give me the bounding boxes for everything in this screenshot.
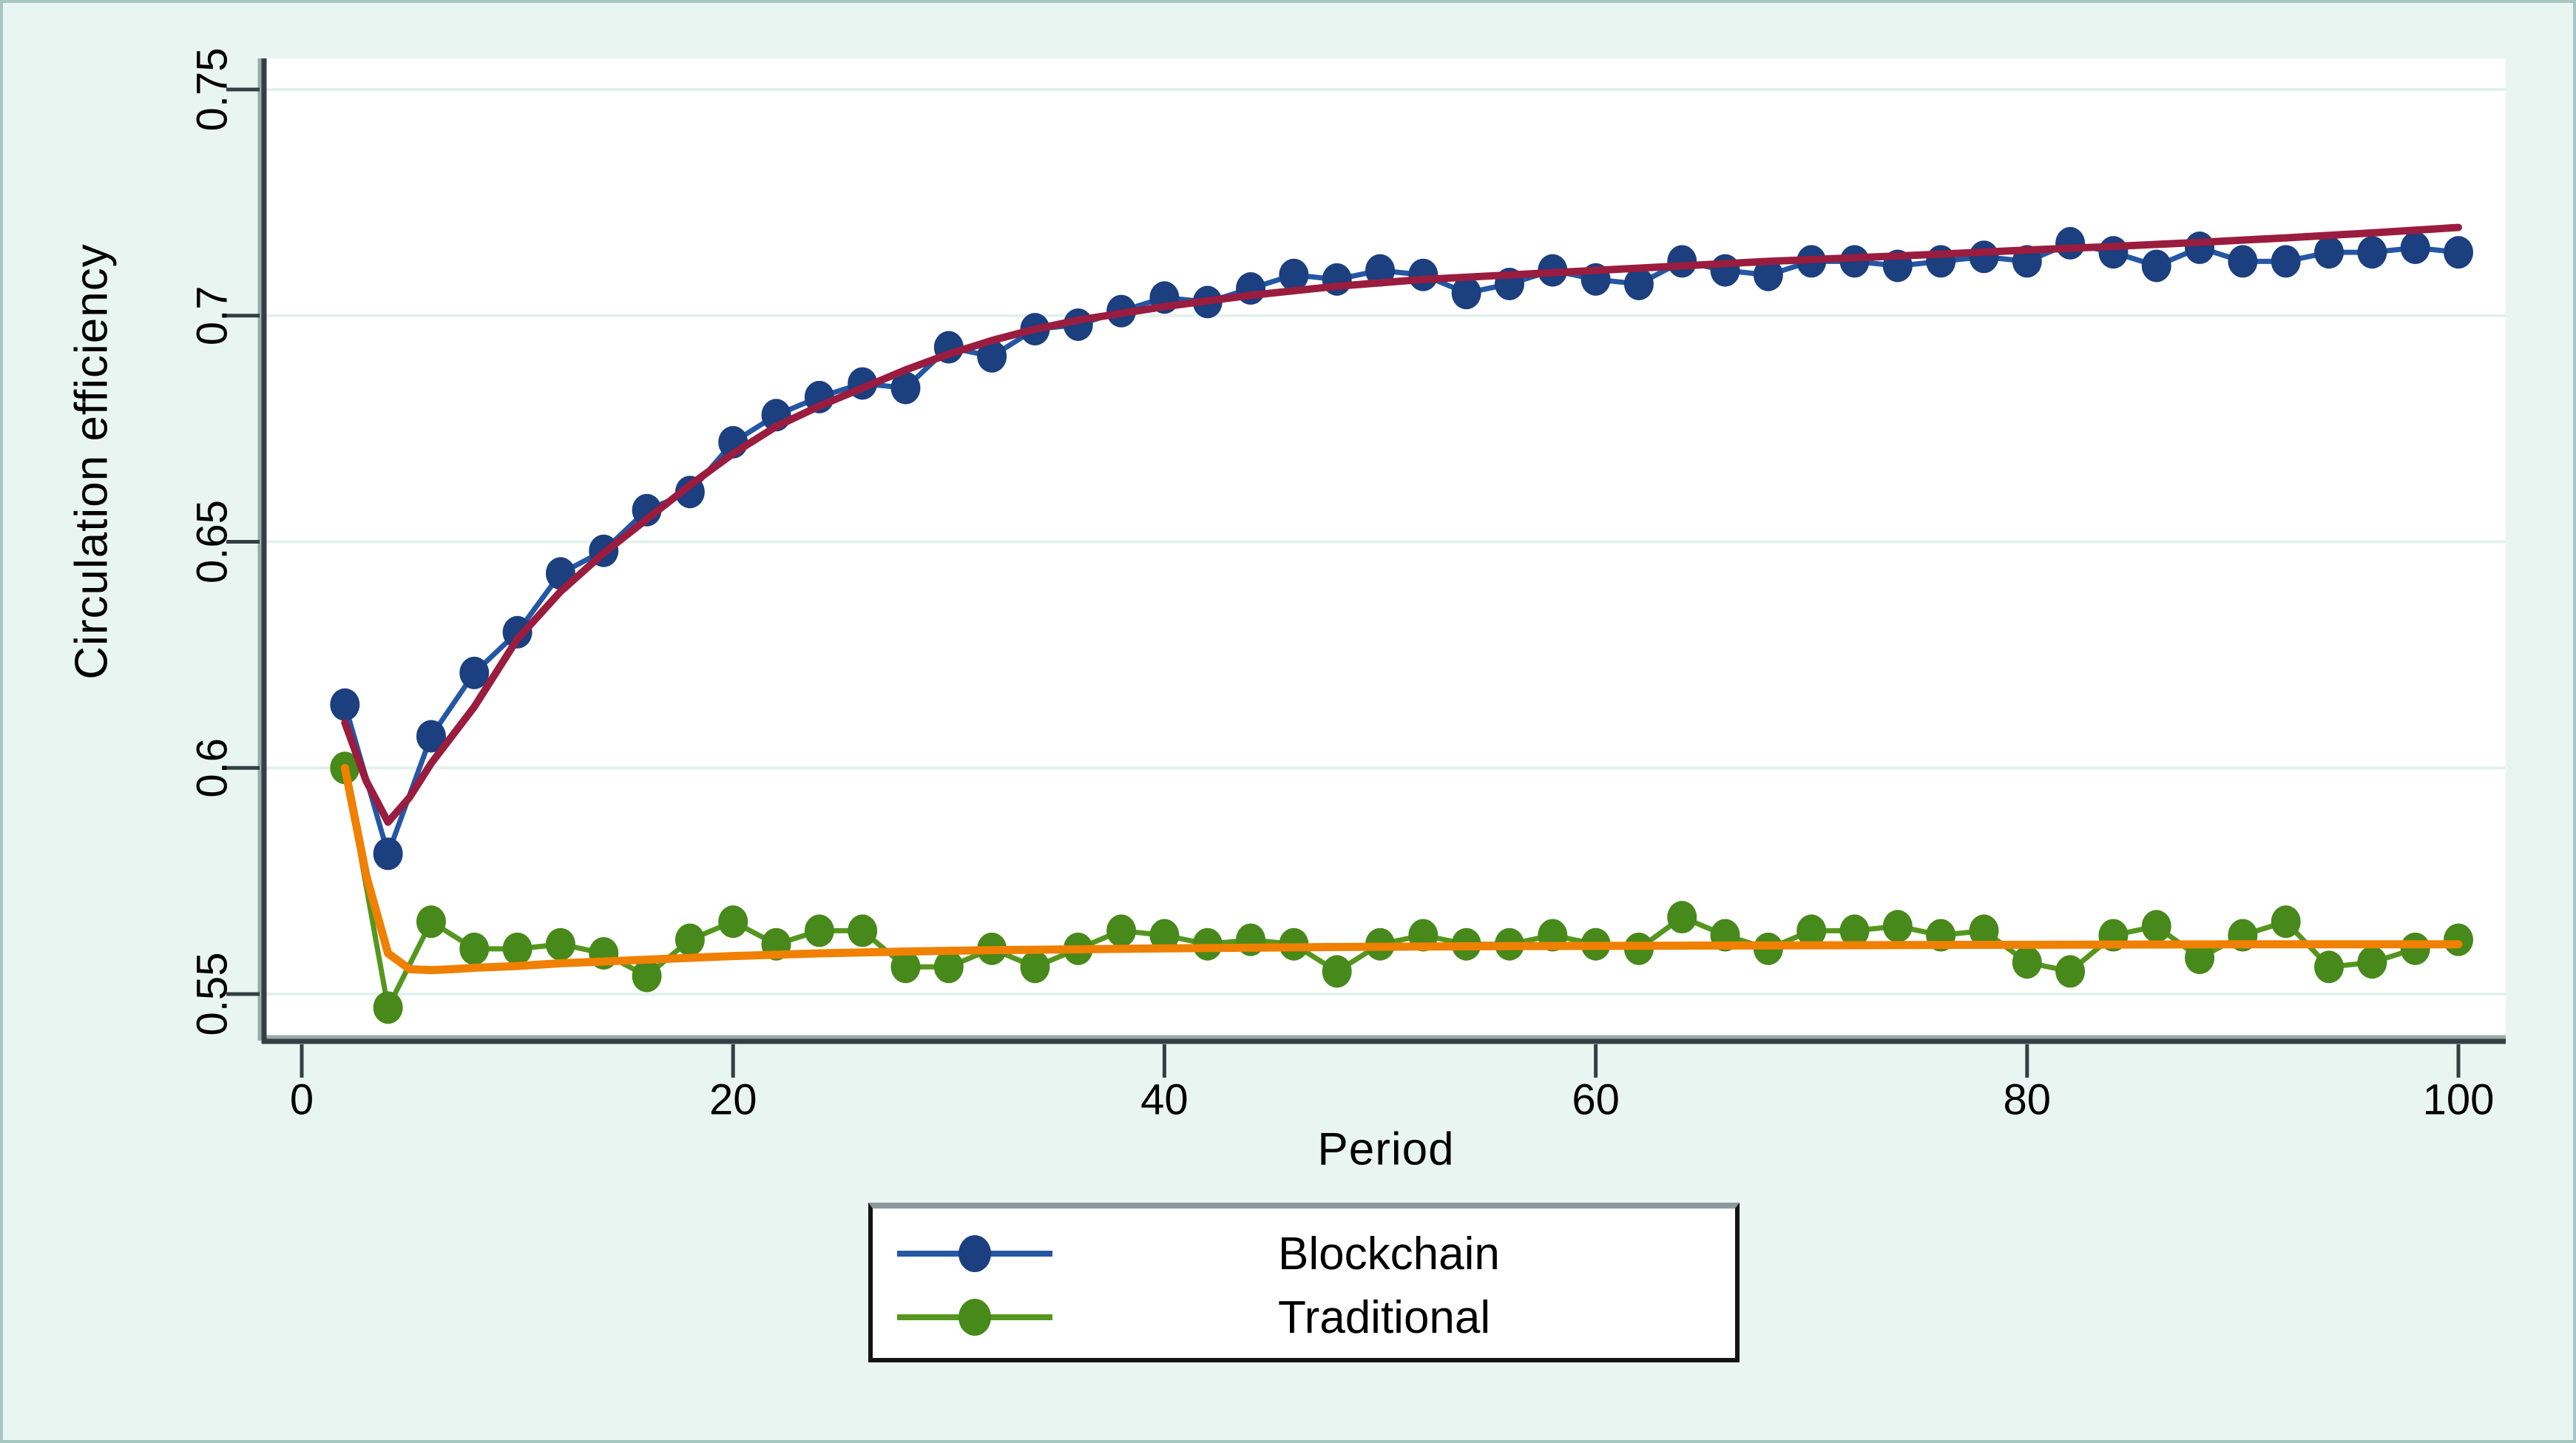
blockchain-marker: [977, 339, 1007, 373]
blockchain-marker: [2271, 245, 2301, 278]
blockchain-marker: [890, 371, 921, 405]
traditional-marker: [632, 959, 662, 993]
traditional-marker: [718, 905, 748, 939]
traditional-marker: [1839, 914, 1870, 947]
traditional-marker: [675, 923, 705, 956]
traditional-marker: [2400, 932, 2430, 965]
traditional-marker: [373, 991, 403, 1024]
blockchain-marker: [373, 837, 403, 871]
blockchain-trend-line: [341, 223, 2462, 826]
blockchain-marker: [1451, 277, 1481, 310]
x-tick-label: 20: [709, 1075, 757, 1123]
blockchain-marker: [1408, 258, 1439, 291]
traditional-marker: [2271, 905, 2301, 939]
blockchain-marker: [330, 688, 360, 721]
blockchain-marker: [1623, 267, 1654, 300]
x-tick-label: 80: [2004, 1075, 2052, 1123]
blockchain-marker: [1279, 258, 1309, 291]
y-tick-label: 0.75: [188, 48, 236, 132]
traditional-marker: [2357, 946, 2387, 979]
y-tick-label: 0.55: [188, 953, 236, 1036]
blockchain-marker: [459, 656, 490, 689]
x-tick-label: 40: [1140, 1075, 1189, 1123]
blockchain-marker: [1365, 254, 1395, 287]
traditional-marker: [1969, 914, 1999, 947]
traditional-marker: [1020, 950, 1050, 984]
plot-area: [266, 58, 2506, 1041]
traditional-marker: [459, 932, 490, 965]
x-tick-label: 100: [2423, 1075, 2495, 1123]
traditional-marker: [804, 914, 834, 947]
x-tick-label: 0: [290, 1075, 314, 1123]
traditional-marker: [545, 927, 575, 961]
blockchain-marker: [2357, 236, 2387, 269]
blockchain-marker: [632, 493, 662, 527]
traditional-marker: [2012, 946, 2042, 979]
blockchain-marker: [2444, 236, 2473, 269]
traditional-trend-line: [340, 763, 2463, 975]
legend-item-blockchain: Blockchain: [873, 1222, 1735, 1285]
legend-label-traditional: Traditional: [1278, 1291, 1491, 1343]
blockchain-marker: [1753, 258, 1783, 291]
blockchain-marker: [416, 720, 446, 753]
blockchain-marker: [1667, 245, 1697, 278]
blockchain-marker: [2055, 226, 2086, 260]
x-tick-label: 60: [1572, 1075, 1620, 1123]
traditional-marker: [1796, 914, 1827, 947]
traditional-marker: [416, 905, 446, 939]
traditional-marker: [1322, 955, 1352, 988]
traditional-marker: [848, 914, 878, 947]
traditional-marker: [890, 950, 921, 984]
blockchain-marker: [2141, 249, 2171, 283]
traditional-marker: [2444, 923, 2473, 956]
blockchain-line-marker-icon: [897, 1235, 1052, 1272]
y-tick-label: 0.65: [188, 500, 236, 584]
blockchain-marker: [2098, 236, 2129, 269]
legend-item-traditional: Traditional: [873, 1285, 1735, 1349]
blockchain-marker: [2228, 245, 2258, 278]
blockchain-marker: [502, 615, 533, 649]
traditional-marker: [1149, 919, 1180, 952]
traditional-marker: [933, 950, 964, 984]
blockchain-marker: [1710, 254, 1740, 287]
legend-label-blockchain: Blockchain: [1278, 1228, 1500, 1280]
y-tick-label: 0.6: [188, 738, 236, 798]
traditional-marker: [502, 932, 533, 965]
y-axis-title: Circulation efficiency: [66, 243, 118, 680]
legend-box: Blockchain Traditional: [868, 1203, 1740, 1362]
traditional-marker: [2055, 955, 2086, 988]
traditional-marker: [2141, 910, 2171, 943]
blockchain-marker: [1969, 240, 1999, 274]
traditional-marker: [2185, 942, 2215, 975]
traditional-line-marker-icon: [897, 1299, 1052, 1336]
chart-canvas: 0.55 0.6 0.65 0.7 0.75 0 20 40 60 80 100: [188, 48, 2506, 1123]
traditional-marker: [1667, 901, 1697, 934]
x-axis-title: Period: [1317, 1123, 1455, 1175]
y-tick-label: 0.7: [188, 285, 236, 345]
traditional-marker: [1882, 910, 1913, 943]
blockchain-marker: [2314, 236, 2345, 269]
blockchain-marker: [2185, 232, 2215, 265]
traditional-marker: [2314, 950, 2345, 984]
blockchain-marker: [2400, 232, 2430, 265]
traditional-marker: [1106, 914, 1137, 947]
